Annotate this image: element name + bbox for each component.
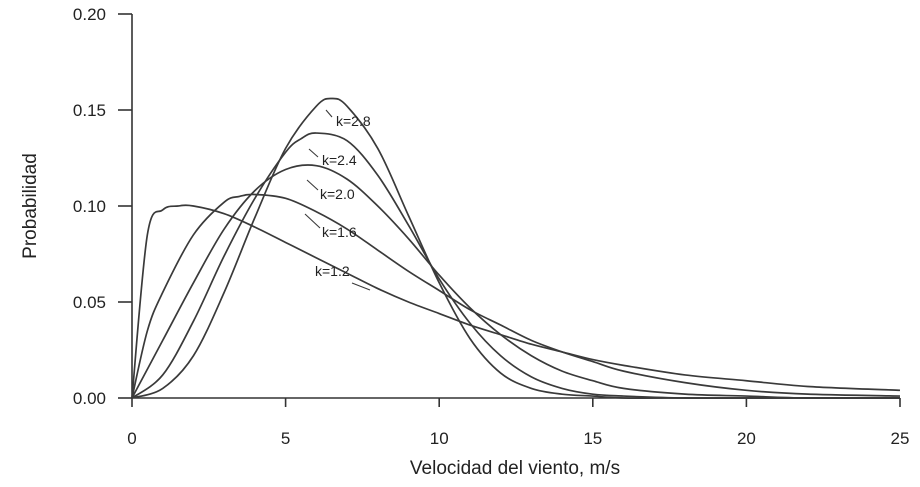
label-leader-line bbox=[325, 109, 333, 118]
label-leader-line bbox=[351, 282, 371, 291]
curve-label: k=2.4 bbox=[322, 152, 357, 168]
curve-k-2-8 bbox=[131, 97, 900, 399]
curves bbox=[131, 97, 901, 399]
label-leader-line bbox=[304, 213, 321, 229]
label-leader-line bbox=[308, 148, 319, 158]
x-tick-label: 25 bbox=[891, 429, 910, 448]
label-leader-line bbox=[306, 179, 319, 191]
curve-label: k=1.2 bbox=[315, 263, 350, 279]
curve-k-1-6 bbox=[131, 193, 901, 399]
y-tick-label: 0.15 bbox=[73, 101, 106, 120]
y-tick-label: 0.05 bbox=[73, 293, 106, 312]
x-tick-label: 15 bbox=[583, 429, 602, 448]
curve-label: k=2.8 bbox=[336, 113, 371, 129]
curve-label: k=1.6 bbox=[322, 224, 357, 240]
curve-k-2-0 bbox=[131, 164, 901, 399]
x-tick-label: 20 bbox=[737, 429, 756, 448]
curve-label: k=2.0 bbox=[320, 186, 355, 202]
x-axis-title: Velocidad del viento, m/s bbox=[410, 458, 620, 479]
y-tick-label: 0.20 bbox=[73, 5, 106, 24]
y-tick-label: 0.00 bbox=[73, 389, 106, 408]
y-axis-title: Probabilidad bbox=[20, 153, 41, 259]
x-ticks: 0 5 10 15 20 25 bbox=[127, 398, 909, 448]
x-tick-label: 5 bbox=[281, 429, 290, 448]
curve-labels: k=2.8 k=2.4 k=2.0 k=1.6 k=1.2 bbox=[304, 109, 371, 291]
curve-k-1-2 bbox=[131, 204, 901, 399]
y-tick-label: 0.10 bbox=[73, 197, 106, 216]
y-ticks: 0.00 0.05 0.10 0.15 0.20 bbox=[73, 5, 132, 408]
x-tick-label: 0 bbox=[127, 429, 136, 448]
x-tick-label: 10 bbox=[430, 429, 449, 448]
curve-k-2-4 bbox=[131, 132, 900, 399]
